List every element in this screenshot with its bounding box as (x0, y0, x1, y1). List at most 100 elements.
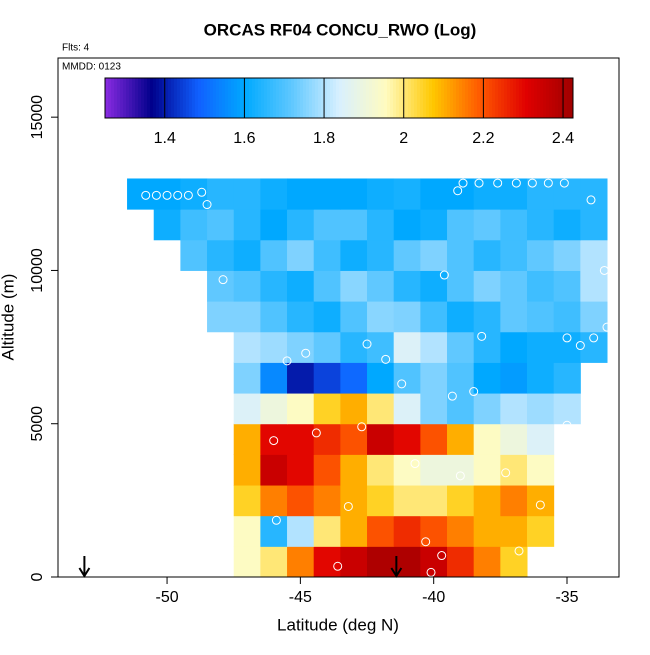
colorbar-swatch (291, 78, 295, 118)
colorbar-swatch (426, 78, 430, 118)
heatmap-cell (340, 301, 368, 333)
colorbar-swatch (144, 78, 148, 118)
colorbar-swatch (252, 78, 256, 118)
heatmap-cell (527, 362, 555, 394)
heatmap-cell (420, 331, 448, 363)
heatmap-cell (207, 209, 235, 241)
track-point (218, 275, 228, 285)
heatmap-cell (260, 178, 288, 210)
heatmap-cell (473, 239, 501, 271)
colorbar-swatch (360, 78, 364, 118)
colorbar-swatch (108, 78, 112, 118)
heatmap-cell (367, 393, 395, 425)
heatmap-cell (473, 515, 501, 547)
heatmap-cell (393, 209, 421, 241)
heatmap-cell (580, 239, 608, 271)
heatmap-cell (260, 362, 288, 394)
colorbar-swatch (339, 78, 343, 118)
colorbar-swatch (375, 78, 379, 118)
heatmap-cell (313, 270, 341, 302)
heatmap-cell (553, 178, 581, 210)
track-point (141, 190, 151, 200)
heatmap-cell (260, 546, 288, 578)
heatmap-cell (287, 331, 315, 363)
colorbar-swatch (423, 78, 427, 118)
heatmap-cell (367, 270, 395, 302)
heatmap-cell (153, 209, 181, 241)
heatmap-cell (340, 209, 368, 241)
heatmap-cell (420, 485, 448, 517)
track-point (559, 178, 569, 188)
track-point (439, 270, 449, 280)
track-point (543, 178, 553, 188)
colorbar-swatch (501, 78, 505, 118)
colorbar-swatch (474, 78, 478, 118)
colorbar-tick-label: 2.4 (552, 130, 574, 147)
colorbar-swatch (249, 78, 253, 118)
colorbar-swatch (312, 78, 316, 118)
heatmap-cell (367, 178, 395, 210)
heatmap-cell (420, 423, 448, 455)
heatmap-cell (287, 301, 315, 333)
heatmap-cell (447, 454, 475, 486)
heatmap-cell (527, 239, 555, 271)
track-point (586, 195, 596, 205)
heatmap-cell (367, 485, 395, 517)
heatmap-cell (367, 423, 395, 455)
heatmap-cell (527, 209, 555, 241)
heatmap-cell (500, 362, 528, 394)
heatmap-cell (420, 209, 448, 241)
colorbar-swatch (219, 78, 223, 118)
track-point (397, 379, 407, 389)
heatmap-cell (447, 515, 475, 547)
heatmap-cell (233, 301, 261, 333)
colorbar-swatch (207, 78, 211, 118)
colorbar-swatch (255, 78, 259, 118)
colorbar-swatch (324, 78, 328, 118)
heatmap-cell (527, 331, 555, 363)
heatmap-cell (553, 362, 581, 394)
heatmap-cell (233, 239, 261, 271)
heatmap-cell (367, 209, 395, 241)
colorbar-swatch (537, 78, 541, 118)
heatmap-cell (500, 485, 528, 517)
heatmap-cell (260, 331, 288, 363)
colorbar-swatch (369, 78, 373, 118)
colorbar-swatch (450, 78, 454, 118)
colorbar-swatch (432, 78, 436, 118)
colorbar-swatch (408, 78, 412, 118)
colorbar-swatch (159, 78, 163, 118)
colorbar-tick-label: 1.4 (154, 130, 176, 147)
track-point (469, 387, 479, 397)
heatmap-cell (340, 393, 368, 425)
colorbar-swatch (549, 78, 553, 118)
colorbar-swatch (357, 78, 361, 118)
colorbar-swatch (564, 78, 568, 118)
track-point (333, 561, 343, 571)
track-point (151, 190, 161, 200)
heatmap-cell (260, 270, 288, 302)
colorbar-swatch (162, 78, 166, 118)
colorbar-swatch (543, 78, 547, 118)
colorbar-swatch (540, 78, 544, 118)
colorbar-swatch (444, 78, 448, 118)
colorbar-swatch (117, 78, 121, 118)
colorbar-swatch (105, 78, 109, 118)
colorbar-frame (104, 77, 574, 119)
heatmap-cell (180, 239, 208, 271)
colorbar-swatch (303, 78, 307, 118)
colorbar-swatch (348, 78, 352, 118)
heatmap-cell (420, 393, 448, 425)
colorbar-swatch (267, 78, 271, 118)
heatmap-cell (500, 209, 528, 241)
heatmap-cell (313, 239, 341, 271)
colorbar-swatch (459, 78, 463, 118)
colorbar-swatch (495, 78, 499, 118)
colorbar-swatch (186, 78, 190, 118)
colorbar-swatch (228, 78, 232, 118)
heatmap-cell (527, 454, 555, 486)
colorbar-swatch (297, 78, 301, 118)
heatmap-cell (287, 393, 315, 425)
heatmap-cell (260, 515, 288, 547)
